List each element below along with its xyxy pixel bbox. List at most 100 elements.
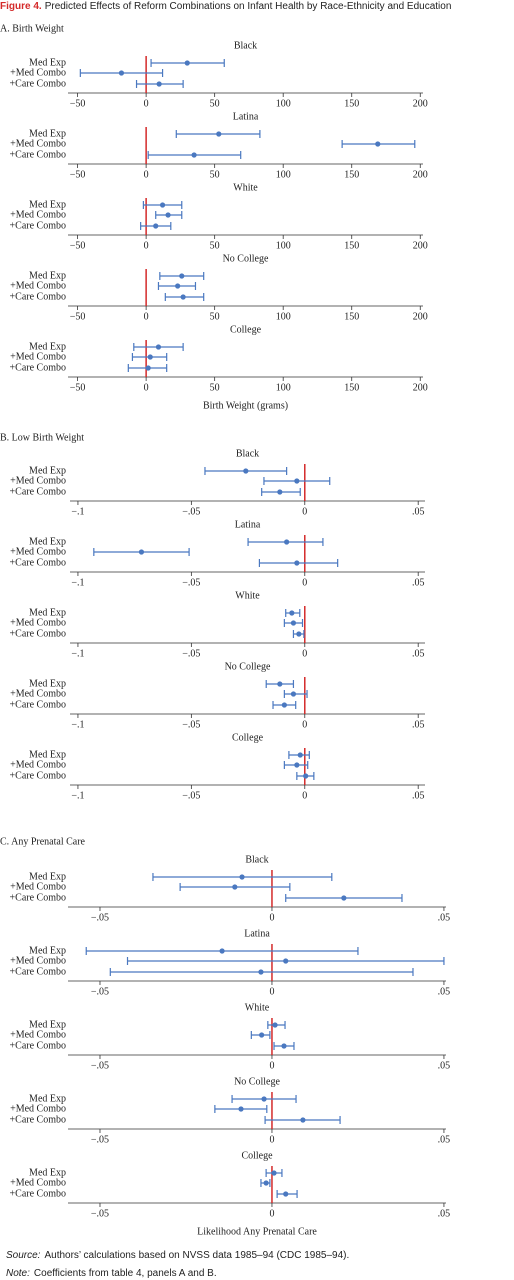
x-tick-label: −.1 (71, 648, 84, 659)
x-tick-label: 100 (276, 98, 291, 109)
row-label: +Care Combo (10, 1188, 66, 1199)
row-label: Med Exp (29, 199, 66, 210)
x-tick-label: −.05 (91, 1134, 109, 1145)
x-tick-label: .05 (412, 577, 425, 588)
panel-title: Black (234, 40, 257, 51)
x-tick-label: 0 (269, 912, 274, 923)
note-row: Note: Coefficients from table 4, panels A… (6, 1268, 217, 1279)
x-tick-label: 0 (144, 240, 149, 251)
row-label: +Care Combo (10, 699, 66, 710)
point-estimate (283, 958, 289, 964)
panel-title: White (233, 182, 258, 193)
point-estimate (184, 60, 190, 66)
source-label: Source: (6, 1250, 41, 1261)
row-label: Med Exp (29, 749, 66, 760)
row-label: +Med Combo (10, 475, 66, 486)
point-estimate (145, 365, 151, 371)
row-label: +Med Combo (10, 1029, 66, 1040)
x-tick-label: −.05 (91, 1208, 109, 1219)
x-tick-label: 50 (210, 98, 220, 109)
source-text: Authors’ calculations based on NVSS data… (44, 1250, 349, 1261)
panel-title: No College (234, 1076, 280, 1087)
point-estimate (284, 539, 290, 545)
panel-title: Black (245, 854, 268, 865)
point-estimate (258, 969, 264, 975)
x-tick-label: 0 (269, 1208, 274, 1219)
x-tick-label: .05 (412, 719, 425, 730)
panel-title: No College (223, 253, 269, 264)
x-tick-label: .05 (438, 986, 451, 997)
panel-title: College (232, 732, 264, 743)
x-tick-label: .05 (438, 912, 451, 923)
point-estimate (175, 283, 181, 289)
x-tick-label: 0 (144, 382, 149, 393)
point-estimate (375, 141, 381, 147)
point-estimate (294, 478, 300, 484)
point-estimate (232, 884, 238, 890)
x-tick-label: .05 (412, 790, 425, 801)
row-label: +Care Combo (10, 770, 66, 781)
x-tick-label: 0 (144, 169, 149, 180)
panel-title: College (230, 324, 262, 335)
point-estimate (179, 273, 185, 279)
row-label: +Care Combo (10, 220, 66, 231)
x-tick-label: 50 (210, 311, 220, 322)
x-tick-label: 200 (413, 169, 428, 180)
x-tick-label: −.1 (71, 719, 84, 730)
x-tick-label: 200 (413, 98, 428, 109)
row-label: +Care Combo (10, 78, 66, 89)
point-estimate (216, 131, 222, 137)
x-tick-label: 50 (210, 382, 220, 393)
x-tick-label: −.05 (91, 912, 109, 923)
row-label: +Care Combo (10, 966, 66, 977)
x-tick-label: −.05 (182, 506, 200, 517)
row-label: +Med Combo (10, 280, 66, 291)
panel-title: Latina (244, 928, 270, 939)
row-label: +Med Combo (10, 546, 66, 557)
point-estimate (219, 948, 225, 954)
x-tick-label: 50 (210, 169, 220, 180)
figure-title: Predicted Effects of Reform Combinations… (45, 1, 452, 12)
row-label: +Care Combo (10, 628, 66, 639)
x-tick-label: 150 (344, 311, 359, 322)
x-tick-label: 100 (276, 311, 291, 322)
point-estimate (153, 223, 159, 229)
x-tick-label: −.05 (182, 790, 200, 801)
x-tick-label: 50 (210, 240, 220, 251)
x-tick-label: −50 (70, 98, 86, 109)
point-estimate (155, 344, 162, 350)
x-tick-label: 0 (302, 719, 307, 730)
row-label: Med Exp (29, 465, 66, 476)
x-tick-label: .05 (438, 1134, 451, 1145)
x-tick-label: −.05 (91, 986, 109, 997)
x-axis-title: Likelihood Any Prenatal Care (197, 1226, 317, 1237)
point-estimate (294, 560, 300, 566)
row-label: +Care Combo (10, 362, 66, 373)
row-label: +Care Combo (10, 291, 66, 302)
row-label: +Care Combo (10, 1114, 66, 1125)
x-tick-label: −50 (70, 169, 86, 180)
panel-title: No College (225, 661, 271, 672)
row-label: +Med Combo (10, 617, 66, 628)
point-estimate (191, 152, 197, 158)
x-tick-label: 150 (344, 240, 359, 251)
point-estimate (281, 1043, 287, 1049)
x-tick-label: 200 (413, 311, 428, 322)
x-tick-label: 0 (144, 98, 149, 109)
x-tick-label: −.05 (182, 719, 200, 730)
point-estimate (259, 1032, 265, 1038)
x-tick-label: 0 (302, 790, 307, 801)
row-label: +Med Combo (10, 1177, 66, 1188)
point-estimate (283, 1191, 289, 1197)
x-tick-label: −.1 (71, 577, 84, 588)
x-tick-label: 0 (302, 577, 307, 588)
point-estimate (239, 874, 245, 880)
point-estimate (290, 620, 297, 626)
point-estimate (277, 681, 283, 687)
row-label: Med Exp (29, 607, 66, 618)
panel-title: White (245, 1002, 270, 1013)
x-tick-label: 0 (269, 986, 274, 997)
x-tick-label: 0 (144, 311, 149, 322)
panel-title: Latina (235, 519, 261, 530)
point-estimate (156, 81, 162, 87)
